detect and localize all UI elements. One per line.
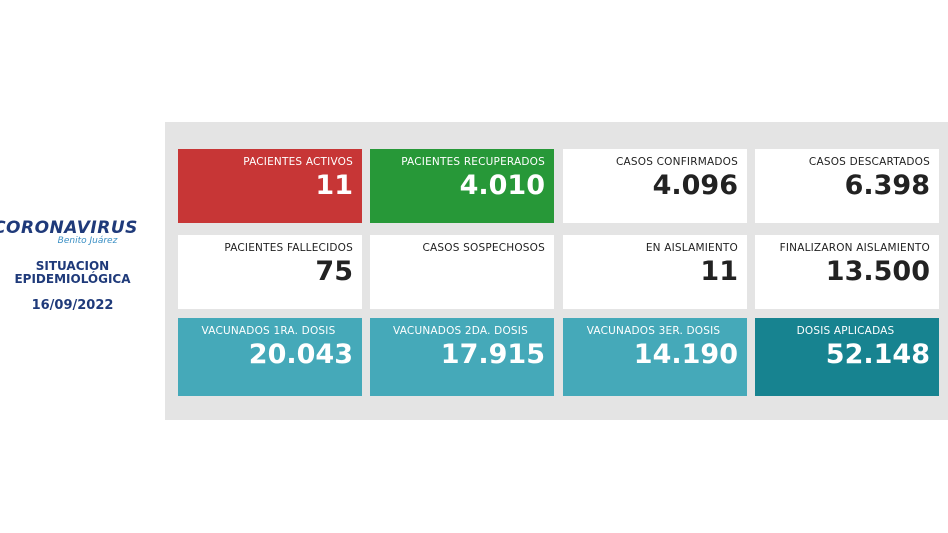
card-value: 6.398 <box>844 170 930 201</box>
card-value: 4.010 <box>459 170 545 201</box>
coronavirus-logo: CORONAVIRUS <box>0 218 138 238</box>
situation-line-2: EPIDEMIOLÓGICA <box>14 272 131 286</box>
card-vacunados-1ra-dosis: VACUNADOS 1RA. DOSIS 20.043 <box>178 318 362 396</box>
card-label: CASOS DESCARTADOS <box>808 156 930 168</box>
sidebar-header: CORONAVIRUS Benito Juárez SITUACION EPID… <box>0 218 145 313</box>
situation-title: SITUACION EPIDEMIOLÓGICA <box>0 260 145 286</box>
card-pacientes-activos: PACIENTES ACTIVOS 11 <box>178 149 362 223</box>
card-casos-confirmados: CASOS CONFIRMADOS 4.096 <box>563 149 747 223</box>
card-value: 13.500 <box>825 256 930 287</box>
card-vacunados-3er-dosis: VACUNADOS 3ER. DOSIS 14.190 <box>563 318 747 396</box>
card-value: 14.190 <box>633 339 738 370</box>
situation-line-1: SITUACION <box>35 259 110 273</box>
logo-subtitle: Benito Juárez <box>57 236 118 246</box>
card-label: DOSIS APLICADAS <box>796 325 895 337</box>
card-value: 17.915 <box>440 339 545 370</box>
card-label: PACIENTES RECUPERADOS <box>401 156 545 168</box>
card-label: CASOS CONFIRMADOS <box>616 156 738 168</box>
card-value: 11 <box>315 170 353 201</box>
card-pacientes-recuperados: PACIENTES RECUPERADOS 4.010 <box>370 149 554 223</box>
card-value: 20.043 <box>248 339 353 370</box>
card-label: FINALIZARON AISLAMIENTO <box>779 242 930 254</box>
card-casos-sospechosos: CASOS SOSPECHOSOS <box>370 235 554 309</box>
card-value: 11 <box>700 256 738 287</box>
card-label: VACUNADOS 3ER. DOSIS <box>586 325 721 337</box>
card-en-aislamiento: EN AISLAMIENTO 11 <box>563 235 747 309</box>
card-label: EN AISLAMIENTO <box>645 242 738 254</box>
card-casos-descartados: CASOS DESCARTADOS 6.398 <box>755 149 939 223</box>
card-value: 4.096 <box>652 170 738 201</box>
card-label: PACIENTES ACTIVOS <box>243 156 353 168</box>
card-pacientes-fallecidos: PACIENTES FALLECIDOS 75 <box>178 235 362 309</box>
card-value: 52.148 <box>825 339 930 370</box>
card-label: CASOS SOSPECHOSOS <box>422 242 545 254</box>
card-dosis-aplicadas: DOSIS APLICADAS 52.148 <box>755 318 939 396</box>
card-vacunados-2da-dosis: VACUNADOS 2DA. DOSIS 17.915 <box>370 318 554 396</box>
card-label: VACUNADOS 1RA. DOSIS <box>201 325 336 337</box>
report-date: 16/09/2022 <box>31 298 114 313</box>
card-value: 75 <box>315 256 353 287</box>
card-finalizaron-aislamiento: FINALIZARON AISLAMIENTO 13.500 <box>755 235 939 309</box>
card-label: VACUNADOS 2DA. DOSIS <box>393 325 528 337</box>
card-label: PACIENTES FALLECIDOS <box>224 242 353 254</box>
